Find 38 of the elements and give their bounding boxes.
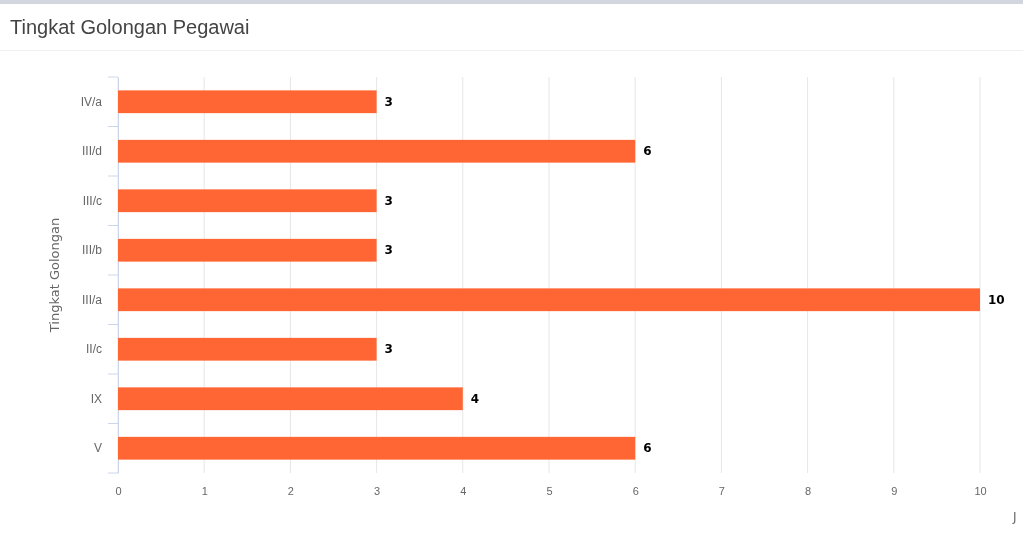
x-tick-label: 7 (718, 484, 725, 497)
y-tick-label: IV/a (80, 94, 103, 109)
data-label: 3 (384, 193, 393, 208)
x-tick-label: 3 (374, 484, 381, 497)
chart-title: Tingkat Golongan Pegawai (10, 16, 250, 38)
x-tick-label: 1 (201, 484, 208, 497)
x-axis-title: J (1012, 510, 1017, 524)
data-label: 3 (384, 243, 393, 258)
bar (118, 337, 377, 361)
x-tick-label: 0 (115, 484, 122, 497)
bar (118, 238, 377, 262)
y-axis-title: Tingkat Golongan (47, 217, 62, 334)
x-tick-label: 4 (460, 484, 467, 497)
bar (118, 436, 636, 460)
bar (118, 387, 463, 411)
bar (118, 189, 377, 213)
x-tick-label: 10 (974, 484, 987, 497)
bar (118, 288, 980, 312)
y-tick-label: II/c (85, 342, 102, 357)
y-tick-label: V (93, 441, 102, 456)
x-tick-label: 9 (891, 484, 898, 497)
x-tick-label: 8 (805, 484, 812, 497)
data-label: 3 (384, 342, 393, 357)
bar (118, 90, 377, 114)
data-label: 3 (384, 94, 393, 109)
x-tick-label: 2 (287, 484, 294, 497)
bar (118, 139, 636, 163)
y-tick-label: III/d (81, 144, 102, 159)
data-label: 6 (643, 441, 652, 456)
data-label: 6 (643, 144, 652, 159)
data-label: 10 (988, 292, 1005, 307)
y-tick-label: III/a (81, 292, 103, 307)
y-tick-label: III/c (82, 193, 102, 208)
x-tick-label: 6 (632, 484, 639, 497)
x-tick-label: 5 (546, 484, 553, 497)
y-tick-label: IX (90, 391, 102, 406)
data-label: 4 (470, 391, 480, 406)
y-tick-label: III/b (81, 243, 103, 258)
